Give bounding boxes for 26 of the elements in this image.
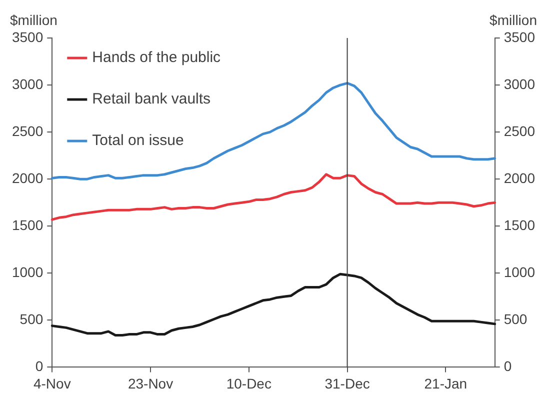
y2-tick-label: 3000 [504, 76, 536, 92]
y2-axis-title: $million [490, 12, 537, 28]
x-tick-label: 4-Nov [33, 375, 71, 392]
y2-tick-label: 500 [504, 311, 528, 328]
x-tick-label: 31-Dec [324, 375, 370, 392]
y-tick-label: 500 [20, 311, 44, 328]
legend-label: Retail bank vaults [92, 90, 211, 108]
y-tick-label: 3000 [12, 76, 44, 92]
x-tick-label: 23-Nov [128, 375, 174, 392]
y2-tick-label: 0 [504, 358, 512, 374]
y-tick-label: 1000 [12, 264, 44, 280]
y-tick-label: 2500 [12, 122, 44, 139]
y-tick-label: 2000 [12, 170, 44, 186]
y-tick-label: 3500 [12, 28, 44, 45]
y2-tick-label: 3500 [504, 28, 536, 45]
y2-tick-label: 1500 [504, 216, 536, 233]
y2-tick-label: 1000 [504, 264, 536, 280]
x-tick-label: 10-Dec [226, 375, 272, 392]
x-tick-label: 21-Jan [424, 375, 468, 392]
legend-label: Total on issue [92, 132, 184, 150]
y-axis-title: $million [10, 12, 58, 28]
legend-label: Hands of the public [92, 49, 222, 66]
y-tick-label: 1500 [12, 216, 44, 233]
y2-tick-label: 2500 [504, 122, 536, 139]
y-tick-label: 0 [35, 358, 44, 374]
y2-tick-label: 2000 [504, 170, 536, 186]
